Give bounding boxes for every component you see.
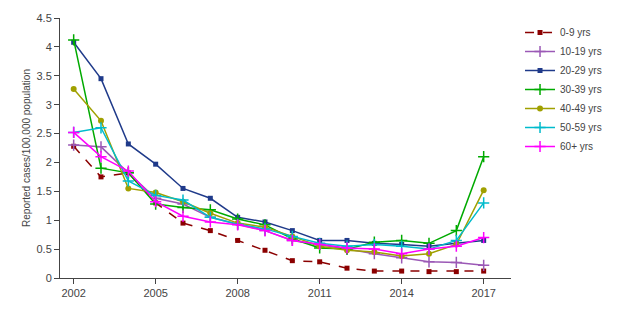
svg-text:2008: 2008 bbox=[225, 287, 249, 299]
svg-text:60+ yrs: 60+ yrs bbox=[560, 141, 593, 152]
svg-text:10-19 yrs: 10-19 yrs bbox=[560, 46, 602, 57]
svg-text:0-9 yrs: 0-9 yrs bbox=[560, 27, 591, 38]
svg-text:40-49 yrs: 40-49 yrs bbox=[560, 103, 602, 114]
svg-text:2.5: 2.5 bbox=[37, 127, 52, 139]
svg-text:4: 4 bbox=[46, 41, 52, 53]
svg-text:3.5: 3.5 bbox=[37, 70, 52, 82]
svg-text:2017: 2017 bbox=[471, 287, 495, 299]
svg-text:20-29 yrs: 20-29 yrs bbox=[560, 65, 602, 76]
svg-text:50-59 yrs: 50-59 yrs bbox=[560, 122, 602, 133]
svg-text:3: 3 bbox=[46, 99, 52, 111]
svg-text:0.5: 0.5 bbox=[37, 243, 52, 255]
svg-text:2: 2 bbox=[46, 156, 52, 168]
svg-text:30-39 yrs: 30-39 yrs bbox=[560, 84, 602, 95]
svg-text:2014: 2014 bbox=[389, 287, 413, 299]
svg-text:0: 0 bbox=[46, 272, 52, 284]
svg-text:1: 1 bbox=[46, 214, 52, 226]
svg-text:1.5: 1.5 bbox=[37, 185, 52, 197]
svg-text:2011: 2011 bbox=[308, 287, 332, 299]
svg-text:4.5: 4.5 bbox=[37, 12, 52, 24]
svg-text:2005: 2005 bbox=[143, 287, 167, 299]
svg-text:Reported cases/100,000 populat: Reported cases/100,000 population bbox=[21, 69, 32, 227]
svg-text:2002: 2002 bbox=[61, 287, 85, 299]
